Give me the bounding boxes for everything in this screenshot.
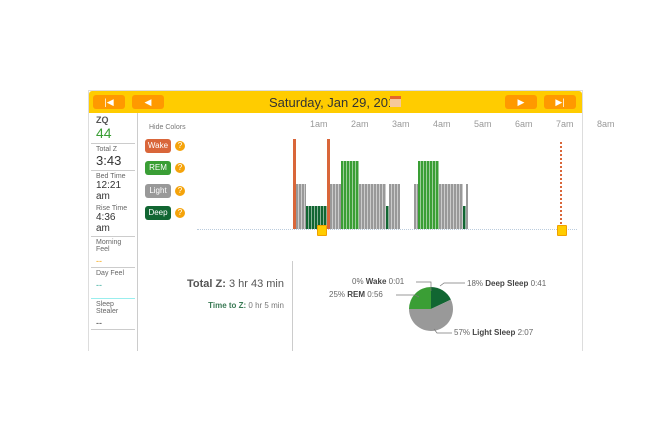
times-item: Bed Time 12:21 am Rise Time 4:36 am bbox=[91, 171, 135, 237]
summary: Total Z: 3 hr 43 min Time to Z: 0 hr 5 m… bbox=[137, 261, 293, 351]
sleep-stealer-label: Sleep Stealer bbox=[96, 301, 119, 315]
stage-bar-rem bbox=[417, 161, 439, 229]
skip-first-icon: |◀ bbox=[104, 97, 114, 107]
stage-bar-wake bbox=[293, 139, 297, 229]
day-feel-value: -- bbox=[96, 280, 102, 290]
legend-light[interactable]: Light bbox=[145, 184, 171, 198]
zq-value: 44 bbox=[96, 125, 112, 141]
pie-label-light: 57% Light Sleep 2:07 bbox=[454, 328, 534, 337]
total-z-value: 3:43 bbox=[96, 153, 122, 168]
sleep-panel: |◀ ◀ Saturday, Jan 29, 2011 ▶ ▶| ZQ 44 To… bbox=[88, 90, 615, 351]
date-nav-bar: |◀ ◀ Saturday, Jan 29, 2011 ▶ ▶| bbox=[89, 91, 582, 113]
prev-icon: ◀ bbox=[144, 97, 152, 107]
wake-leader bbox=[416, 281, 432, 291]
zq-item: ZQ 44 bbox=[91, 113, 135, 144]
x-tick-label: 2am bbox=[351, 119, 369, 129]
baseline bbox=[197, 229, 577, 230]
sleep-stealer-value: -- bbox=[96, 318, 102, 328]
day-feel-label: Day Feel bbox=[96, 270, 125, 277]
bed-time-value: 12:21 am bbox=[96, 180, 122, 202]
stage-bar-wake bbox=[326, 139, 330, 229]
sidebar: ZQ 44 Total Z 3:43 Bed Time 12:21 am Rise T… bbox=[89, 113, 138, 351]
morning-feel-label: Morning Feel bbox=[96, 239, 122, 253]
x-tick-label: 1am bbox=[310, 119, 328, 129]
next-night-button[interactable]: ▶ bbox=[505, 95, 537, 109]
time-to-z-label: Time to Z: bbox=[208, 301, 247, 310]
day-feel-item[interactable]: Day Feel -- bbox=[91, 268, 135, 299]
stage-bar-deep bbox=[386, 206, 389, 229]
first-night-button[interactable]: |◀ bbox=[93, 95, 125, 109]
stage-bar-light bbox=[329, 184, 342, 229]
summary-total-z-value: 3 hr 43 min bbox=[228, 278, 284, 290]
light-leader bbox=[433, 328, 452, 334]
summary-total-z-label: Total Z: bbox=[187, 278, 226, 290]
zq-label: ZQ bbox=[96, 115, 109, 125]
morning-feel-item[interactable]: Morning Feel -- bbox=[91, 237, 135, 268]
pie-slice-deep-sleep bbox=[431, 287, 451, 309]
x-tick-label: 3am bbox=[392, 119, 410, 129]
help-icon[interactable]: ? bbox=[175, 163, 185, 173]
stage-bar-light bbox=[414, 184, 418, 229]
sleep-stealer-item[interactable]: Sleep Stealer -- bbox=[91, 299, 135, 330]
next-icon: ▶ bbox=[517, 97, 525, 107]
pie-slice-light-sleep bbox=[409, 299, 453, 331]
hypnogram: Hide Colors 1am 2am 3am 4am 5am 6am 7am 8am Wake… bbox=[137, 113, 615, 243]
hide-colors-link[interactable]: Hide Colors bbox=[149, 124, 186, 131]
summary-total-z: Total Z: 3 hr 43 min bbox=[187, 278, 284, 290]
rise-time-value: 4:36 am bbox=[96, 212, 116, 234]
help-icon[interactable]: ? bbox=[175, 208, 185, 218]
prev-night-button[interactable]: ◀ bbox=[132, 95, 164, 109]
time-handle[interactable] bbox=[557, 225, 567, 236]
stage-bar-deep bbox=[306, 206, 327, 229]
calendar-icon[interactable] bbox=[390, 96, 401, 107]
x-tick-label: 6am bbox=[515, 119, 533, 129]
legend-deep[interactable]: Deep bbox=[145, 206, 171, 220]
time-handle[interactable] bbox=[317, 225, 327, 236]
time-to-z-value: 0 hr 5 min bbox=[248, 301, 284, 310]
stage-bar-light bbox=[296, 184, 307, 229]
alarm-line bbox=[560, 142, 562, 224]
morning-feel-value: -- bbox=[96, 256, 102, 266]
total-z-label: Total Z bbox=[96, 146, 118, 153]
total-z-item: Total Z 3:43 bbox=[91, 144, 135, 171]
rise-time-label: Rise Time bbox=[96, 205, 128, 212]
pie-label-deep: 18% Deep Sleep 0:41 bbox=[467, 279, 547, 288]
pie-chart bbox=[396, 281, 465, 334]
stage-bar-light bbox=[358, 184, 387, 229]
x-tick-label: 7am bbox=[556, 119, 574, 129]
legend-rem[interactable]: REM bbox=[145, 161, 171, 175]
skip-last-icon: ▶| bbox=[555, 97, 565, 107]
x-tick-label: 4am bbox=[433, 119, 451, 129]
x-tick-label: 8am bbox=[597, 119, 615, 129]
pie-slice-rem bbox=[409, 287, 431, 309]
last-night-button[interactable]: ▶| bbox=[544, 95, 576, 109]
stage-bar-light bbox=[465, 184, 468, 229]
summary-time-to-z: Time to Z: 0 hr 5 min bbox=[208, 301, 284, 310]
legend-wake[interactable]: Wake bbox=[145, 139, 171, 153]
stage-bar-rem bbox=[341, 161, 359, 229]
rem-leader bbox=[396, 294, 420, 298]
stage-bar-light bbox=[389, 184, 400, 229]
stage-bar-light bbox=[438, 184, 463, 229]
stage-bar-deep bbox=[462, 206, 466, 229]
pie-label-wake: 0% Wake 0:01 bbox=[352, 277, 405, 286]
bed-time-label: Bed Time bbox=[96, 173, 126, 180]
pie-label-rem: 25% REM 0:56 bbox=[329, 290, 383, 299]
deep-leader bbox=[439, 282, 465, 287]
help-icon[interactable]: ? bbox=[175, 186, 185, 196]
help-icon[interactable]: ? bbox=[175, 141, 185, 151]
date-title: Saturday, Jan 29, 2011 bbox=[269, 95, 402, 110]
x-tick-label: 5am bbox=[474, 119, 492, 129]
